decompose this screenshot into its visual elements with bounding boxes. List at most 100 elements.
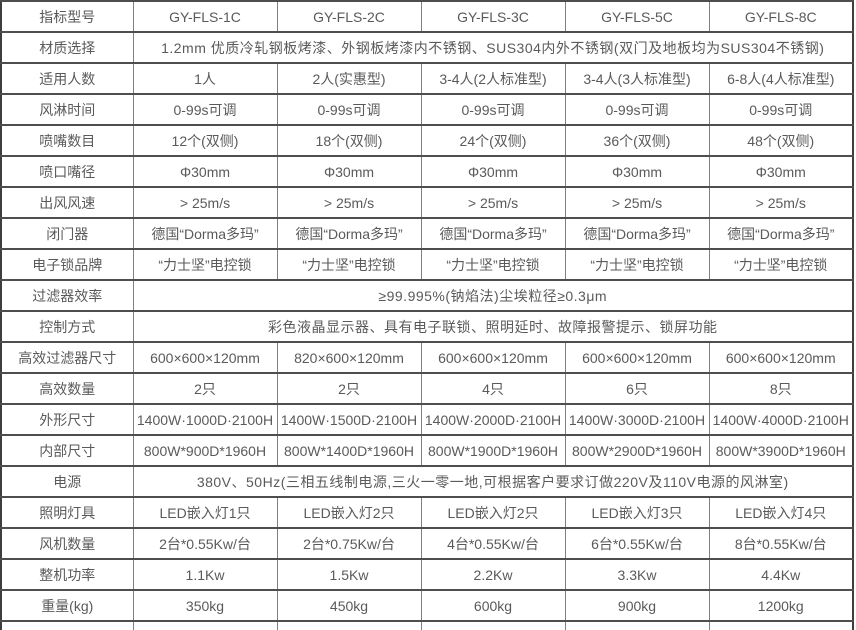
table-cell: 6只 xyxy=(564,372,710,405)
table-row: 风淋时间 0-99s可调 0-99s可调 0-99s可调 0-99s可调 0-99s可调 xyxy=(0,93,854,126)
table-row: 过滤器效率 ≥99.995%(钠焰法)尘埃粒径≥0.3μm xyxy=(0,279,854,312)
table-cell xyxy=(276,620,422,630)
row-label: 控制方式 xyxy=(0,310,134,343)
row-label: 风淋时间 xyxy=(0,93,134,126)
table-row: 整机功率 1.1Kw 1.5Kw 2.2Kw 3.3Kw 4.4Kw xyxy=(0,558,854,591)
table-cell: 6-8人(4人标准型) xyxy=(708,62,854,95)
table-row-partial xyxy=(0,620,854,630)
merged-cell: 380V、50Hz(三相五线制电源,三火一零一地,可根据客户要求订做220V及1… xyxy=(132,465,854,498)
table-cell: “力士坚”电控锁 xyxy=(132,248,278,281)
table-cell: 0-99s可调 xyxy=(564,93,710,126)
row-label xyxy=(0,620,134,630)
table-cell: 1.5Kw xyxy=(276,558,422,591)
table-row: 外形尺寸 1400W·1000D·2100H 1400W·1500D·2100H 14… xyxy=(0,403,854,436)
table-cell: “力士坚”电控锁 xyxy=(276,248,422,281)
table-cell: 1200kg xyxy=(708,589,854,622)
table-cell: 德国“Dorma多玛” xyxy=(564,217,710,250)
table-cell: 4台*0.55Kw/台 xyxy=(420,527,566,560)
table-cell: “力士坚”电控锁 xyxy=(708,248,854,281)
table-cell: LED嵌入灯2只 xyxy=(420,496,566,529)
table-cell: Φ30mm xyxy=(276,155,422,188)
table-cell: 德国“Dorma多玛” xyxy=(420,217,566,250)
table-cell: 2.2Kw xyxy=(420,558,566,591)
table-cell: Φ30mm xyxy=(420,155,566,188)
table-row: 内部尺寸 800W*900D*1960H 800W*1400D*1960H 800W*… xyxy=(0,434,854,467)
table-cell: GY-FLS-5C xyxy=(564,0,710,33)
table-cell: 3-4人(3人标准型) xyxy=(564,62,710,95)
table-cell: GY-FLS-8C xyxy=(708,0,854,33)
table-cell: 3-4人(2人标准型) xyxy=(420,62,566,95)
table-cell: 600×600×120mm xyxy=(708,341,854,374)
table-row: 电源 380V、50Hz(三相五线制电源,三火一零一地,可根据客户要求订做220V… xyxy=(0,465,854,498)
table-cell: 48个(双侧) xyxy=(708,124,854,157)
table-cell: 2台*0.55Kw/台 xyxy=(132,527,278,560)
table-cell: 900kg xyxy=(564,589,710,622)
row-label: 过滤器效率 xyxy=(0,279,134,312)
row-label: 喷嘴数目 xyxy=(0,124,134,157)
table-cell: 德国“Dorma多玛” xyxy=(708,217,854,250)
table-cell: 800W*1900D*1960H xyxy=(420,434,566,467)
table-cell: Φ30mm xyxy=(708,155,854,188)
table-cell: 1400W·1500D·2100H xyxy=(276,403,422,436)
table-cell: 18个(双侧) xyxy=(276,124,422,157)
table-row: 高效数量 2只 2只 4只 6只 8只 xyxy=(0,372,854,405)
row-label: 适用人数 xyxy=(0,62,134,95)
row-label: 出风风速 xyxy=(0,186,134,219)
table-cell: LED嵌入灯4只 xyxy=(708,496,854,529)
merged-cell: ≥99.995%(钠焰法)尘埃粒径≥0.3μm xyxy=(132,279,854,312)
table-cell: 0-99s可调 xyxy=(420,93,566,126)
row-label: 闭门器 xyxy=(0,217,134,250)
table-row: 电子锁品牌 “力士坚”电控锁 “力士坚”电控锁 “力士坚”电控锁 “力士坚”电控锁 “力士… xyxy=(0,248,854,281)
table-row: 高效过滤器尺寸 600×600×120mm 820×600×120mm 600×600… xyxy=(0,341,854,374)
table-cell: “力士坚”电控锁 xyxy=(564,248,710,281)
table-cell xyxy=(708,620,854,630)
table-row: 重量(kg) 350kg 450kg 600kg 900kg 1200kg xyxy=(0,589,854,622)
table-cell: 800W*2900D*1960H xyxy=(564,434,710,467)
table-cell: 600×600×120mm xyxy=(132,341,278,374)
table-row: 喷口嘴径 Φ30mm Φ30mm Φ30mm Φ30mm Φ30mm xyxy=(0,155,854,188)
table-cell: 1400W·2000D·2100H xyxy=(420,403,566,436)
table-cell: 0-99s可调 xyxy=(708,93,854,126)
table-cell: 德国“Dorma多玛” xyxy=(132,217,278,250)
table-cell: > 25m/s xyxy=(708,186,854,219)
row-label: 材质选择 xyxy=(0,31,134,64)
table-cell: > 25m/s xyxy=(564,186,710,219)
row-label: 电子锁品牌 xyxy=(0,248,134,281)
row-label: 整机功率 xyxy=(0,558,134,591)
table-cell: “力士坚”电控锁 xyxy=(420,248,566,281)
table-cell: 8台*0.55Kw/台 xyxy=(708,527,854,560)
table-cell xyxy=(132,620,278,630)
table-cell: 800W*900D*1960H xyxy=(132,434,278,467)
table-cell: LED嵌入灯2只 xyxy=(276,496,422,529)
table-cell: 800W*1400D*1960H xyxy=(276,434,422,467)
table-cell: 德国“Dorma多玛” xyxy=(276,217,422,250)
table-cell: GY-FLS-2C xyxy=(276,0,422,33)
table-cell: > 25m/s xyxy=(132,186,278,219)
table-cell: LED嵌入灯3只 xyxy=(564,496,710,529)
table-cell: 600×600×120mm xyxy=(420,341,566,374)
table-row: 出风风速 > 25m/s > 25m/s > 25m/s > 25m/s > 25m/s xyxy=(0,186,854,219)
row-label: 风机数量 xyxy=(0,527,134,560)
table-cell: 600×600×120mm xyxy=(564,341,710,374)
table-cell: 1人 xyxy=(132,62,278,95)
table-cell: > 25m/s xyxy=(420,186,566,219)
table-cell: 450kg xyxy=(276,589,422,622)
table-cell: Φ30mm xyxy=(564,155,710,188)
table-cell: 2只 xyxy=(132,372,278,405)
table-cell: 0-99s可调 xyxy=(132,93,278,126)
row-label: 外形尺寸 xyxy=(0,403,134,436)
row-label: 照明灯具 xyxy=(0,496,134,529)
table-cell: 8只 xyxy=(708,372,854,405)
table-cell: 3.3Kw xyxy=(564,558,710,591)
table-cell: GY-FLS-3C xyxy=(420,0,566,33)
table-cell: 1.1Kw xyxy=(132,558,278,591)
row-label: 高效数量 xyxy=(0,372,134,405)
row-label: 重量(kg) xyxy=(0,589,134,622)
table-cell: 1400W·3000D·2100H xyxy=(564,403,710,436)
table-cell: 12个(双侧) xyxy=(132,124,278,157)
table-row: 适用人数 1人 2人(实惠型) 3-4人(2人标准型) 3-4人(3人标准型) 6-8人(… xyxy=(0,62,854,95)
table-cell: 820×600×120mm xyxy=(276,341,422,374)
table-cell: 800W*3900D*1960H xyxy=(708,434,854,467)
table-cell: 1400W·4000D·2100H xyxy=(708,403,854,436)
merged-cell: 彩色液晶显示器、具有电子联锁、照明延时、故障报警提示、锁屏功能 xyxy=(132,310,854,343)
